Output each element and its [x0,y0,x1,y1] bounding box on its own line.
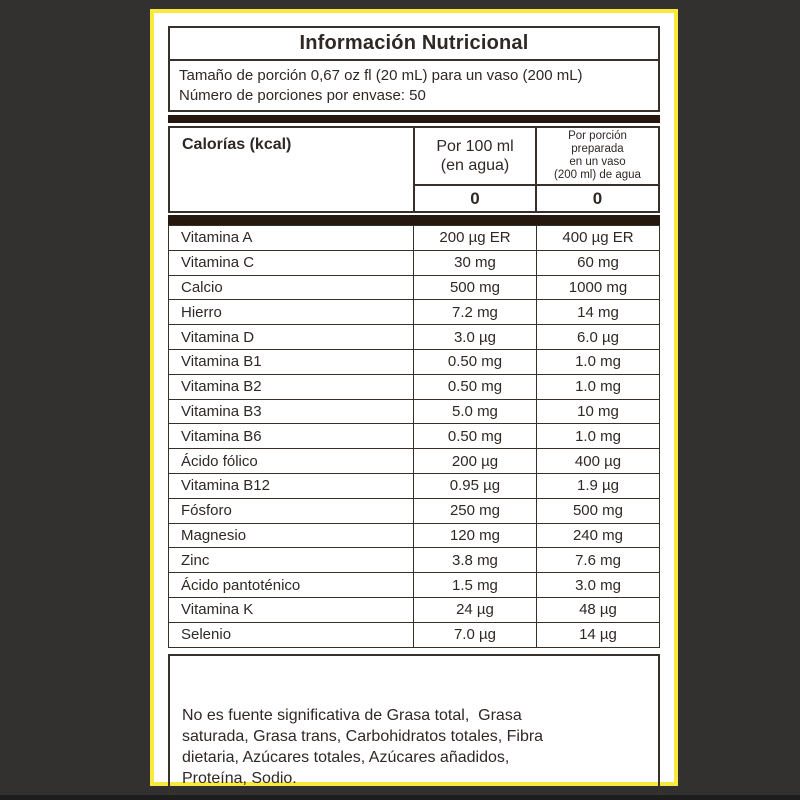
nutrient-per-portion-value: 60 mg [535,249,661,276]
nutrient-name: Vitamina B6 [168,423,414,450]
nutrient-per-portion-value: 7.6 mg [535,547,661,574]
nutrient-per-portion-value: 1.0 mg [535,423,661,450]
nutrient-row: Selenio 7.0 µg 14 µg [168,621,661,648]
separator-bar-bottom [168,215,660,225]
nutrient-row: Vitamina K 24 µg 48 µg [168,596,661,623]
nutrient-per-portion-value: 500 mg [535,497,661,524]
nutrient-per-100ml-value: 7.2 mg [412,299,537,326]
nutrient-row: Calcio 500 mg 1000 mg [168,274,661,301]
calories-per-portion-value: 0 [535,184,658,211]
nutrient-row: Fósforo 250 mg 500 mg [168,497,661,524]
calories-header-table: Calorías (kcal) Por 100 ml (en agua) Por… [168,126,660,213]
nutrient-per-100ml-value: 3.8 mg [412,547,537,574]
nutrient-per-portion-value: 240 mg [535,522,661,549]
nutrient-row: Vitamina C 30 mg 60 mg [168,249,661,276]
nutrient-name: Hierro [168,299,414,326]
nutrient-row: Vitamina D 3.0 µg 6.0 µg [168,324,661,350]
footnote-box: No es fuente significativa de Grasa tota… [168,653,660,800]
per-portion-column-header: Por porción preparada en un vaso (200 ml… [535,128,658,184]
nutrient-name: Magnesio [168,522,414,549]
separator-bar-top [168,115,660,123]
per-100ml-column-header: Por 100 ml (en agua) [413,128,535,184]
label-title: Información Nutricional [299,32,529,54]
nutrient-per-100ml-value: 500 mg [412,274,537,301]
nutrient-name: Vitamina A [168,225,414,251]
nutrient-per-100ml-value: 0.50 mg [412,423,537,450]
nutrient-per-100ml-value: 250 mg [412,497,537,524]
nutrient-name: Ácido pantoténico [168,572,414,598]
nutrient-per-100ml-value: 1.5 mg [412,572,537,598]
nutrient-row: Vitamina B3 5.0 mg 10 mg [168,398,661,425]
nutrient-per-100ml-value: 200 µg ER [412,225,537,251]
nutrient-per-100ml-value: 0.95 µg [412,472,537,499]
nutrient-row: Vitamina B1 0.50 mg 1.0 mg [168,348,661,375]
nutrient-name: Zinc [168,547,414,574]
nutrient-row: Ácido fólico 200 µg 400 µg [168,448,661,474]
nutrient-row: Zinc 3.8 mg 7.6 mg [168,547,661,574]
nutrient-row: Vitamina B12 0.95 µg 1.9 µg [168,472,661,499]
nutrient-name: Vitamina B2 [168,373,414,400]
nutrient-name: Vitamina B12 [168,472,414,499]
nutrient-name: Vitamina C [168,249,414,276]
nutrient-name: Ácido fólico [168,448,414,474]
nutrient-per-100ml-value: 24 µg [412,596,537,623]
nutrient-row: Hierro 7.2 mg 14 mg [168,299,661,326]
nutrient-row: Ácido pantoténico 1.5 mg 3.0 mg [168,572,661,598]
nutrient-name: Vitamina D [168,324,414,350]
nutrient-per-100ml-value: 120 mg [412,522,537,549]
nutrient-per-100ml-value: 5.0 mg [412,398,537,425]
nutrition-label-panel: Información Nutricional Tamaño de porció… [150,9,678,800]
nutrients-table: Vitamina A 200 µg ER 400 µg ER Vitamina … [168,225,661,648]
nutrient-row: Magnesio 120 mg 240 mg [168,522,661,549]
nutrient-per-100ml-value: 200 µg [412,448,537,474]
nutrient-row: Vitamina B2 0.50 mg 1.0 mg [168,373,661,400]
servings-per-container-line: Número de porciones por envase: 50 [179,87,426,104]
nutrient-per-portion-value: 1.0 mg [535,348,661,375]
nutrient-per-portion-value: 1.0 mg [535,373,661,400]
nutrient-per-portion-value: 400 µg ER [535,225,661,251]
nutrient-per-100ml-value: 0.50 mg [412,373,537,400]
nutrient-per-portion-value: 1000 mg [535,274,661,301]
nutrient-name: Vitamina K [168,596,414,623]
nutrient-per-100ml-value: 3.0 µg [412,324,537,350]
calories-label: Calorías (kcal) [182,136,292,153]
nutrient-per-portion-value: 48 µg [535,596,661,623]
nutrient-per-100ml-value: 0.50 mg [412,348,537,375]
nutrient-per-portion-value: 14 mg [535,299,661,326]
serving-info-box: Tamaño de porción 0,67 oz fl (20 mL) par… [168,59,660,112]
nutrient-per-100ml-value: 30 mg [412,249,537,276]
nutrient-row: Vitamina A 200 µg ER 400 µg ER [168,225,661,251]
nutrient-per-portion-value: 10 mg [535,398,661,425]
nutrient-name: Calcio [168,274,414,301]
bottom-strip [0,795,800,800]
nutrient-name: Vitamina B3 [168,398,414,425]
nutrient-name: Fósforo [168,497,414,524]
footnote-text: No es fuente significativa de Grasa tota… [182,706,544,787]
nutrient-per-portion-value: 6.0 µg [535,324,661,350]
nutrient-name: Vitamina B1 [168,348,414,375]
nutrient-per-portion-value: 400 µg [535,448,661,474]
label-title-box: Información Nutricional [168,26,660,61]
calories-per-100ml-value: 0 [413,184,535,211]
serving-size-line: Tamaño de porción 0,67 oz fl (20 mL) par… [179,67,583,84]
nutrient-per-100ml-value: 7.0 µg [412,621,537,648]
nutrient-per-portion-value: 14 µg [535,621,661,648]
nutrient-name: Selenio [168,621,414,648]
nutrient-per-portion-value: 3.0 mg [535,572,661,598]
nutrient-per-portion-value: 1.9 µg [535,472,661,499]
nutrient-row: Vitamina B6 0.50 mg 1.0 mg [168,423,661,450]
